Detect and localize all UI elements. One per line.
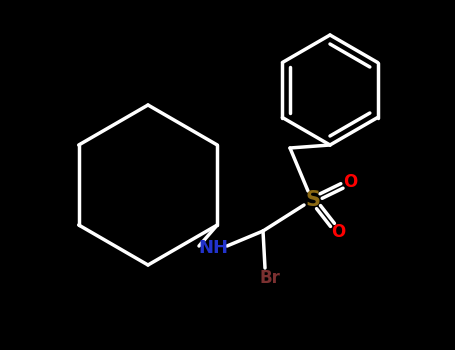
- Text: Br: Br: [259, 269, 280, 287]
- Text: O: O: [331, 223, 345, 241]
- Text: NH: NH: [198, 239, 228, 257]
- Text: S: S: [305, 190, 320, 210]
- Text: O: O: [343, 173, 357, 191]
